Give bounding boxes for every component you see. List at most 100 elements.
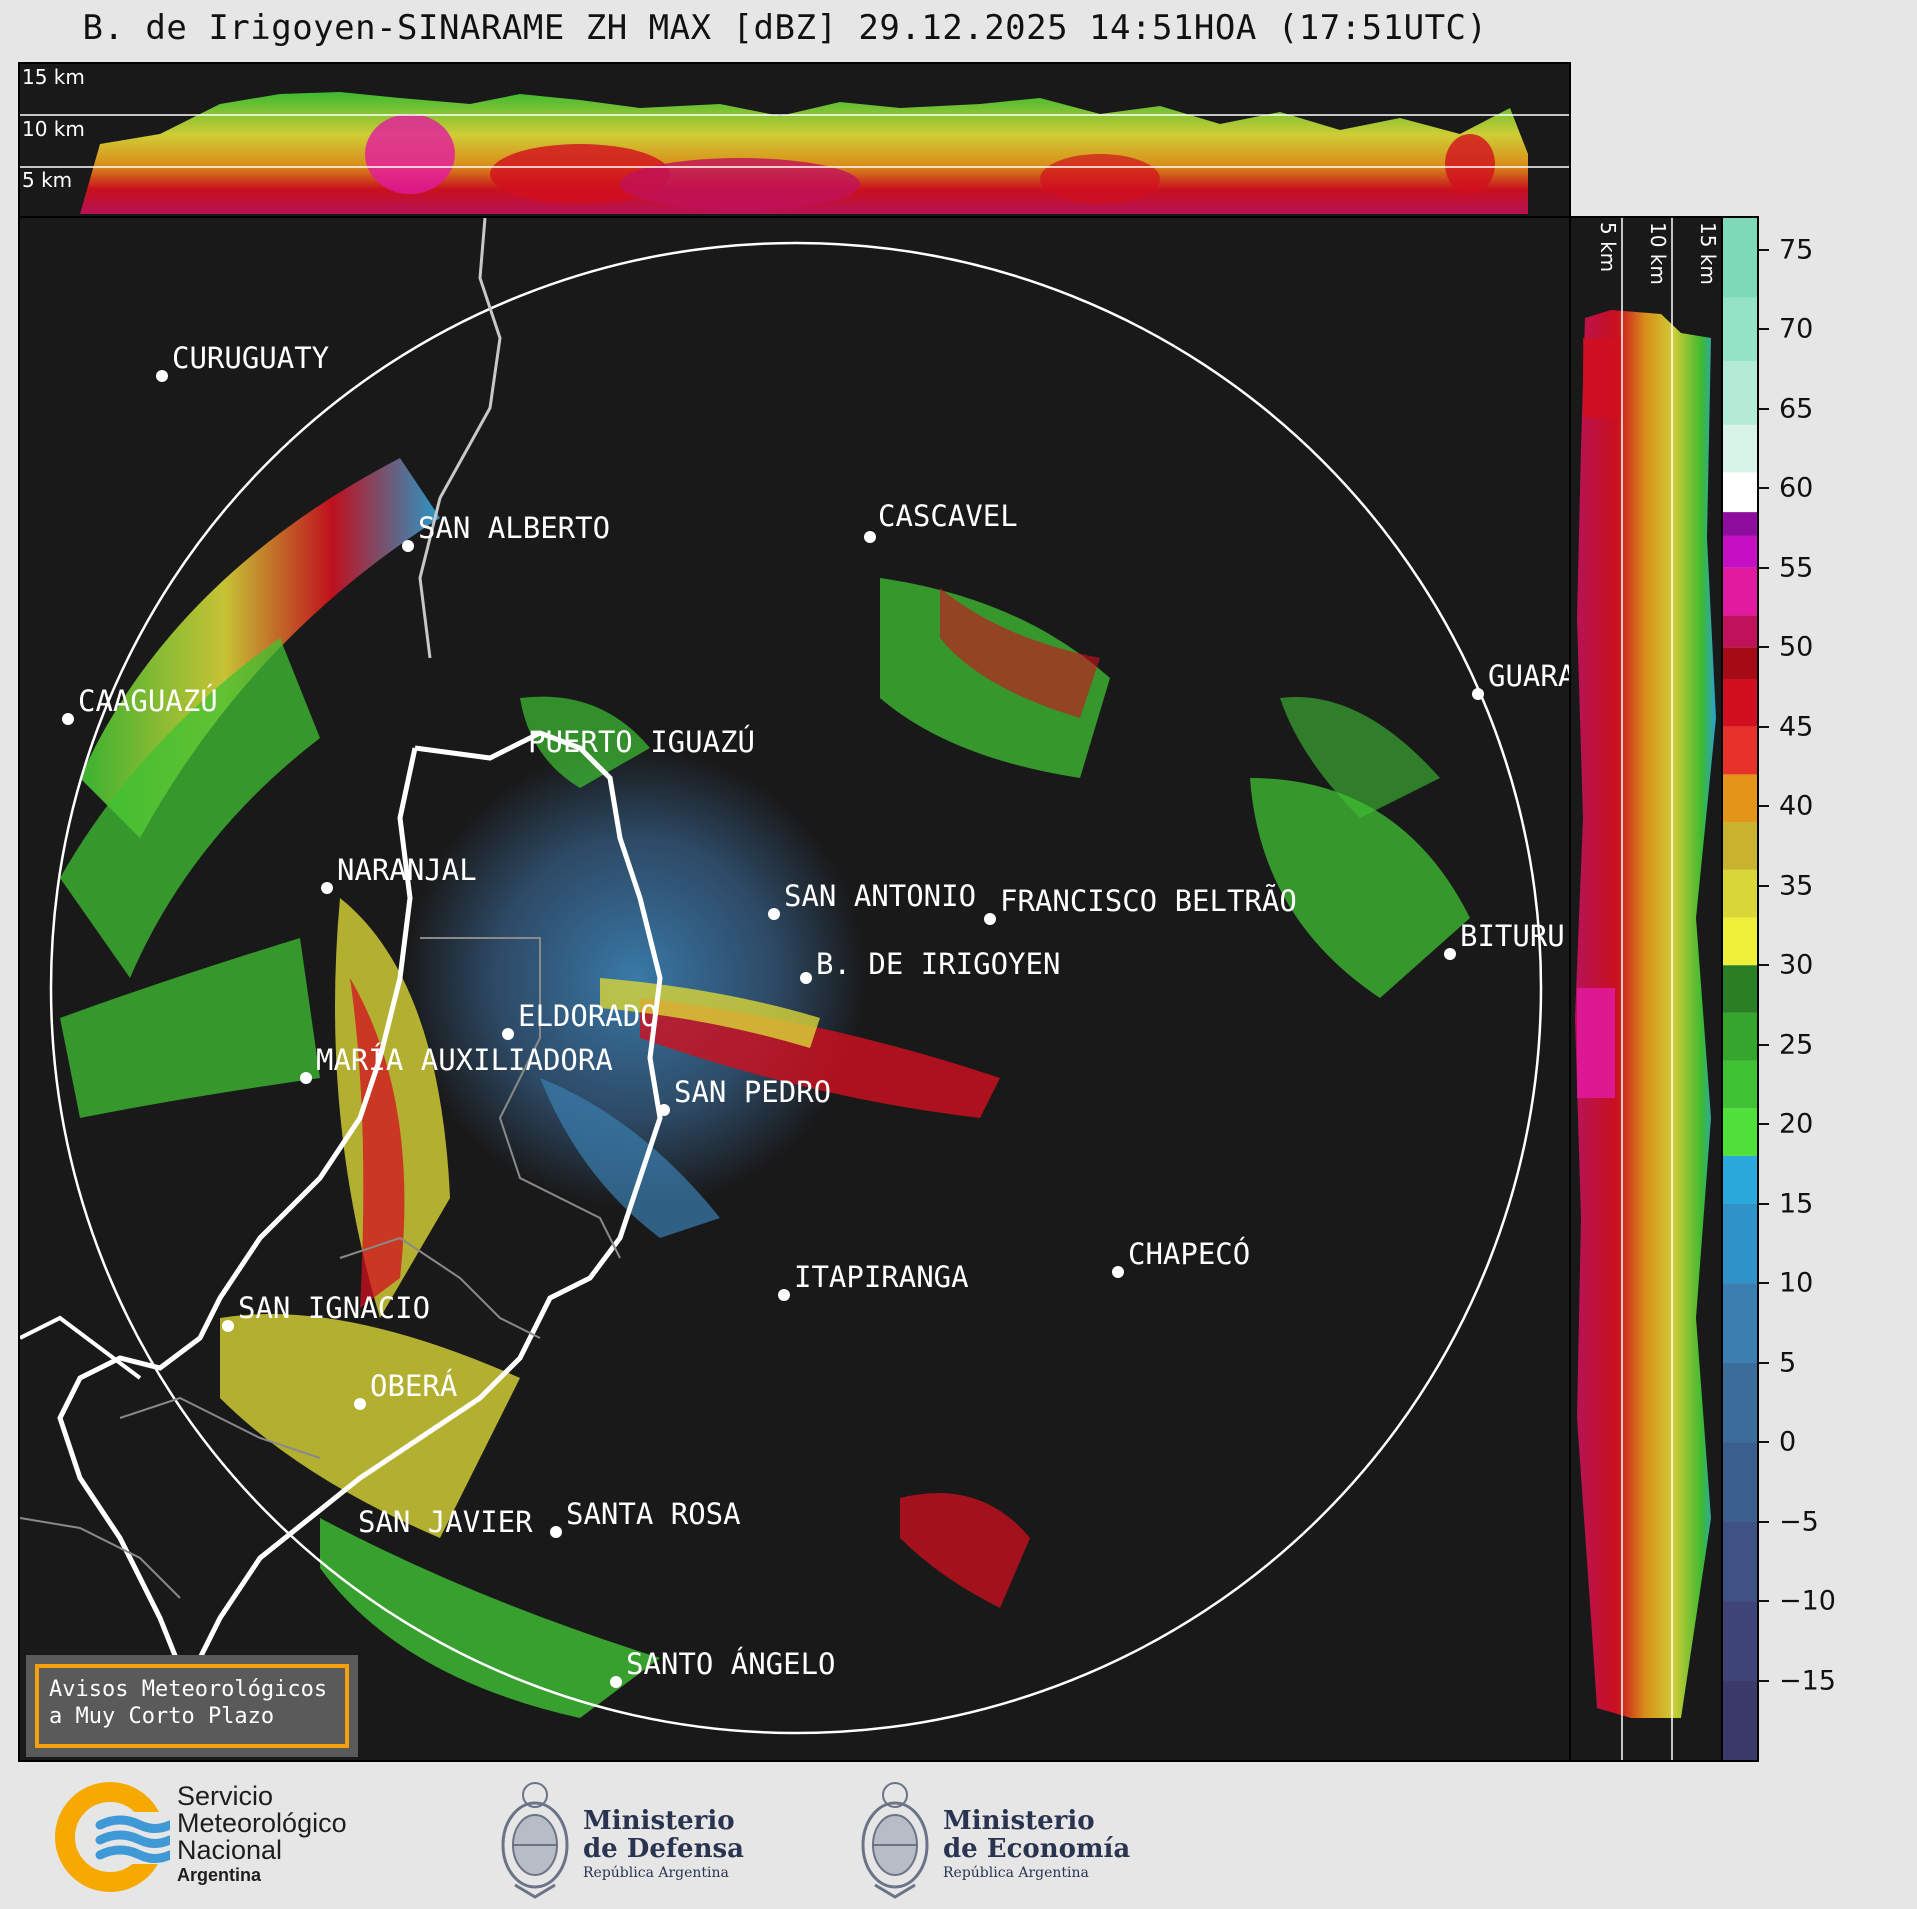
colorbar-segment [1723,512,1757,536]
economia-name: Ministerio de Economía República Argenti… [943,1807,1130,1883]
colorbar-tick-label: 45 [1779,711,1814,743]
right-cross-section-plot: 5 km 10 km 15 km [1575,218,1720,1760]
top-5km-label: 5 km [22,168,72,192]
province-borders [420,937,621,1259]
colorbar-tick-mark [1759,487,1769,490]
colorbar-segment [1723,774,1757,823]
colorbar-tick-mark [1759,407,1769,410]
colorbar-segment [1723,1012,1757,1061]
colorbar-segment [1723,472,1757,513]
colorbar-tick-label: 50 [1779,631,1814,663]
colorbar-segment [1723,1362,1757,1443]
city-dot-eldorado [502,1028,514,1040]
city-markers: CURUGUATY SAN ALBERTO CAAGUAZÚ PUERTO IG… [62,341,1569,1688]
city-label-san-javier: SAN JAVIER [358,1505,533,1539]
city-label-santo-angelo: SANTO ÁNGELO [626,1647,836,1681]
top-10km-label: 10 km [22,117,85,141]
colorbar-segment [1723,567,1757,616]
top-cross-section-plot: 15 km 10 km 5 km [20,65,1569,214]
colorbar-tick-label: 35 [1779,870,1814,902]
city-label-itapiranga: ITAPIRANGA [794,1260,969,1294]
warning-box[interactable]: Avisos Meteorológicos a Muy Corto Plazo [26,1655,358,1757]
economia-line-2: de Economía [943,1834,1131,1864]
colorbar-segment [1723,1442,1757,1522]
top-15km-label: 15 km [22,65,85,89]
colorbar-tick-label: 30 [1779,949,1814,981]
defensa-line-2: de Defensa [583,1834,744,1864]
colorbar-tick-label: 25 [1779,1029,1814,1061]
colorbar-segment [1723,218,1757,298]
city-dot-santa-rosa [550,1526,562,1538]
city-label-santa-rosa: SANTA ROSA [566,1497,741,1531]
city-dot-san-alberto [402,540,414,552]
right-15km-label: 15 km [1696,222,1720,285]
colorbar-segment [1723,1601,1757,1681]
colorbar-tick-label: 70 [1779,313,1814,345]
colorbar-segment [1723,822,1757,870]
city-label-eldorado: ELDORADO [518,999,658,1033]
colorbar-segment [1723,1680,1757,1760]
page-title: B. de Irigoyen-SINARAME ZH MAX [dBZ] 29.… [82,8,1488,48]
colorbar-tick-mark [1759,884,1769,887]
colorbar-gradient [1723,218,1757,1760]
colorbar-tick-label: 55 [1779,552,1814,584]
colorbar-segment [1723,679,1757,727]
colorbar-tick-label: −10 [1779,1585,1836,1617]
smn-name: Servicio Meteorológico Nacional Argentin… [177,1783,347,1886]
colorbar-tick-mark [1759,646,1769,649]
colorbar-tick-mark [1759,566,1769,569]
colorbar-tick-label: 60 [1779,472,1814,504]
colorbar-tick-label: 40 [1779,790,1814,822]
city-label-francisco-beltrao: FRANCISCO BELTRÃO [1000,884,1297,918]
city-label-san-ignacio: SAN IGNACIO [238,1291,430,1325]
colorbar-tick-mark [1759,725,1769,728]
colorbar-segment [1723,647,1757,680]
colorbar-segment [1723,1203,1757,1284]
city-label-curuguaty: CURUGUATY [172,341,329,375]
river-border-east [197,730,663,1660]
city-dot-b-de-irigoyen [800,972,812,984]
right-cross-section-panel: 5 km 10 km 15 km [1569,216,1723,1762]
city-label-obera: OBERÁ [370,1369,457,1403]
defensa-line-3: República Argentina [583,1865,729,1881]
colorbar-segment [1723,615,1757,648]
colorbar-tick-label: −15 [1779,1665,1836,1696]
colorbar-tick-label: 5 [1779,1347,1797,1379]
colorbar-tick-mark [1759,1600,1769,1603]
city-label-san-pedro: SAN PEDRO [674,1075,831,1109]
radar-echoes [60,458,1470,1718]
country-border-north [418,218,502,659]
river-border-west [57,747,418,1719]
city-dot-itapiranga [778,1289,790,1301]
colorbar-tick-mark [1759,1441,1769,1444]
city-label-san-alberto: SAN ALBERTO [418,511,610,545]
colorbar-segment [1723,1108,1757,1156]
colorbar-tick-label: 10 [1779,1267,1814,1299]
city-dot-naranjal [321,882,333,894]
economia-line-3: República Argentina [943,1865,1089,1881]
economia-logo-block: Ministerio de Economía República Argenti… [855,1765,1155,1909]
colorbar-tick-mark [1759,248,1769,251]
top-cross-section-panel: 15 km 10 km 5 km [18,62,1571,218]
city-dot-bituru [1444,948,1456,960]
city-label-caaguazu: CAAGUAZÚ [78,684,218,718]
city-dot-cascavel [864,531,876,543]
city-dot-santo-angelo [610,1676,622,1688]
colorbar-segment [1723,869,1757,918]
colorbar-tick-mark [1759,1123,1769,1126]
colorbar-segment [1723,726,1757,775]
city-dot-curuguaty [156,370,168,382]
colorbar-segment [1723,1521,1757,1602]
colorbar-tick-label: −5 [1779,1506,1819,1538]
colorbar-tick-label: 65 [1779,393,1814,425]
defensa-logo-block: Ministerio de Defensa República Argentin… [495,1765,755,1909]
city-dot-guara [1472,688,1484,700]
colorbar-segment [1723,1283,1757,1363]
colorbar-tick-mark [1759,328,1769,331]
colorbar-segment [1723,917,1757,966]
colorbar-ticks: 75 70 65 60 55 50 45 40 35 30 25 20 15 10 5 0 −5 −10 −15 [1759,216,1909,1762]
city-label-chapeco: CHAPECÓ [1128,1237,1250,1271]
city-dot-francisco-beltrao [984,913,996,925]
colorbar-segment [1723,1060,1757,1109]
colorbar-tick-mark [1759,1282,1769,1285]
